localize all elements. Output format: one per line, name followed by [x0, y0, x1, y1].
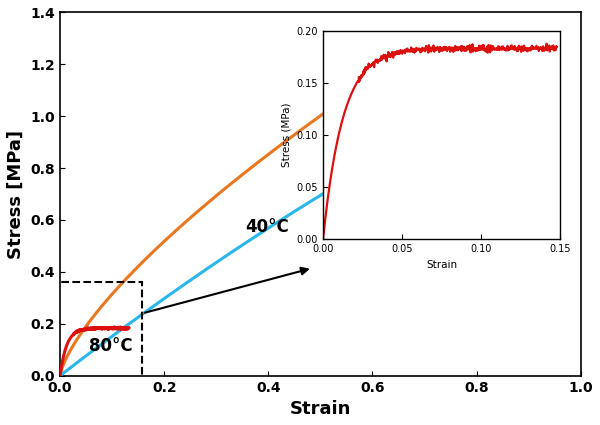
- Bar: [51, 282, 142, 383]
- Text: 80°C: 80°C: [89, 337, 133, 355]
- X-axis label: Strain: Strain: [290, 400, 351, 418]
- Text: RT: RT: [518, 39, 542, 57]
- Y-axis label: Stress [MPa]: Stress [MPa]: [7, 130, 25, 258]
- Text: 40°C: 40°C: [245, 218, 289, 235]
